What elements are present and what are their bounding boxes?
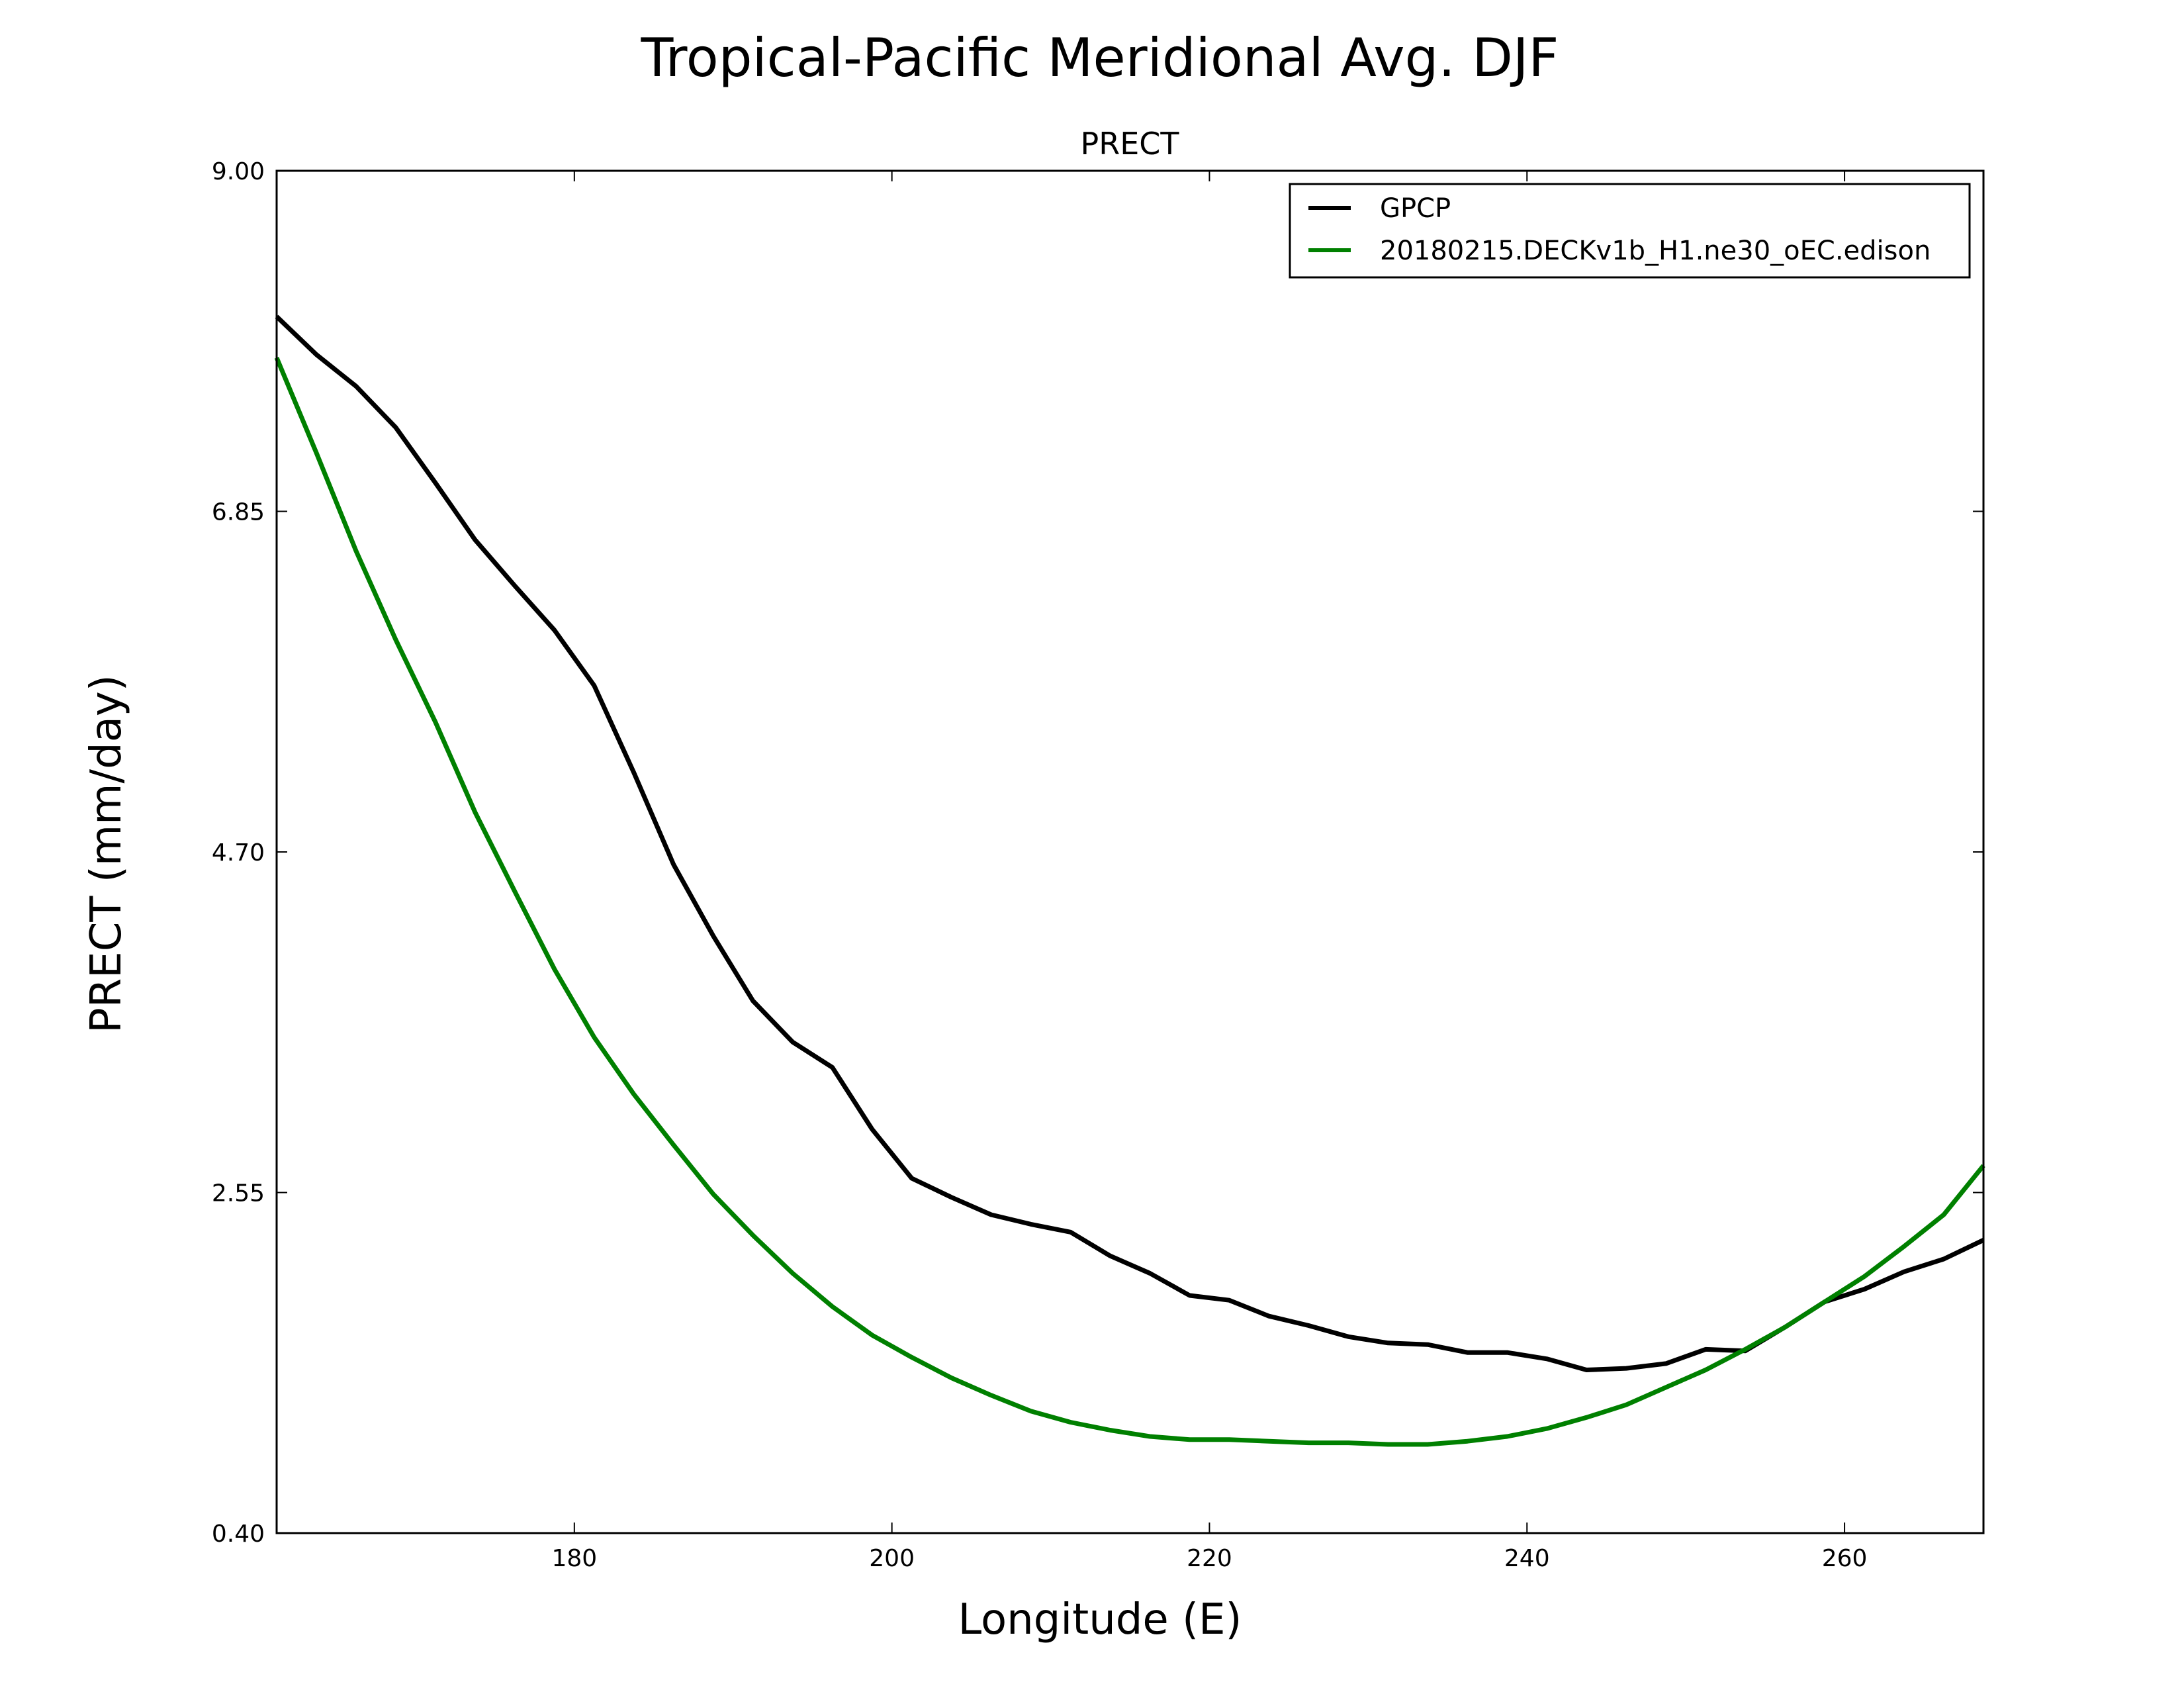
axes-title: PRECT bbox=[1081, 126, 1180, 162]
x-tick-label: 220 bbox=[1187, 1545, 1232, 1572]
legend-label-model: 20180215.DECKv1b_H1.ne30_oEC.edison bbox=[1380, 236, 1931, 266]
plot-frame bbox=[275, 169, 1985, 1534]
figure-title: Tropical-Pacific Meridional Avg. DJF bbox=[641, 27, 1559, 89]
y-tick-label: 4.70 bbox=[212, 839, 265, 867]
ticks-layer: 180 200 220 240 260 0.40 2.55 4.70 6.85 9.00 bbox=[212, 158, 1983, 1572]
y-axis-label: PRECT (mm/day) bbox=[82, 675, 131, 1033]
series-layer bbox=[274, 314, 1985, 1447]
legend-box bbox=[1289, 183, 1971, 279]
x-tick-label: 180 bbox=[551, 1545, 597, 1572]
x-axis-label: Longitude (E) bbox=[958, 1595, 1242, 1644]
series-line-0 bbox=[275, 314, 1985, 1372]
x-tick-label: 200 bbox=[869, 1545, 915, 1572]
legend: GPCP 20180215.DECKv1b_H1.ne30_oEC.edison bbox=[1289, 183, 1971, 279]
x-tick-label: 260 bbox=[1822, 1545, 1868, 1572]
y-tick-label: 2.55 bbox=[212, 1180, 265, 1207]
x-tick-label: 240 bbox=[1504, 1545, 1550, 1572]
legend-label-gpcp: GPCP bbox=[1380, 193, 1451, 224]
series-line-1 bbox=[274, 357, 1985, 1447]
y-tick-label: 6.85 bbox=[212, 499, 265, 526]
y-tick-label: 0.40 bbox=[212, 1521, 265, 1548]
y-tick-label: 9.00 bbox=[212, 158, 265, 185]
